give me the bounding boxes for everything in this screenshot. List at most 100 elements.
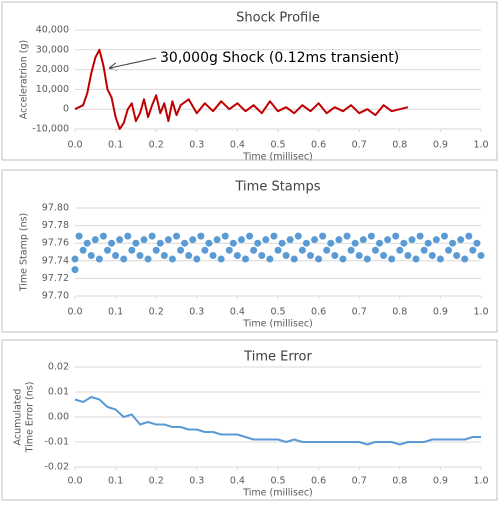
data-point — [396, 246, 404, 254]
data-point — [225, 246, 233, 254]
data-point — [213, 236, 221, 244]
data-point — [436, 255, 444, 263]
x-axis-label: Time (millisec) — [242, 319, 313, 330]
x-tick-label: 0.1 — [108, 140, 123, 151]
data-point — [339, 255, 347, 263]
data-point — [144, 255, 152, 263]
data-point — [221, 232, 229, 240]
data-point — [173, 232, 180, 240]
data-point — [473, 239, 481, 247]
x-tick-label: 1.0 — [473, 476, 488, 487]
x-tick-label: 0.0 — [67, 307, 82, 318]
data-point — [384, 236, 392, 244]
data-point — [160, 252, 168, 260]
data-point — [83, 239, 91, 247]
y-tick-label: 97.70 — [42, 291, 69, 302]
x-tick-label: 0.3 — [189, 476, 204, 487]
data-point — [205, 239, 213, 247]
data-point — [112, 252, 120, 260]
data-point — [254, 239, 262, 247]
arrow — [110, 57, 157, 68]
x-tick-label: 0.2 — [149, 307, 164, 318]
data-point — [412, 255, 420, 263]
x-tick-label: 1.0 — [473, 307, 488, 318]
x-tick-label: 0.2 — [149, 140, 164, 151]
data-point — [250, 246, 258, 254]
data-point — [355, 252, 363, 260]
data-point — [392, 232, 400, 240]
data-point — [315, 255, 323, 263]
data-point — [87, 252, 95, 260]
data-point — [152, 246, 160, 254]
x-tick-label: 0.2 — [149, 476, 164, 487]
y-tick-label: -0.01 — [44, 437, 69, 448]
data-point — [294, 232, 302, 240]
data-point — [331, 252, 339, 260]
data-point — [140, 236, 148, 244]
x-tick-label: 0.6 — [311, 140, 326, 151]
data-point — [108, 239, 116, 247]
y-axis-label: Time Stamp (ns) — [19, 213, 30, 293]
x-tick-label: 0.1 — [108, 307, 123, 318]
x-tick-label: 0.4 — [230, 476, 245, 487]
data-point — [262, 236, 270, 244]
chart-title: Shock Profile — [236, 11, 320, 26]
data-point — [128, 246, 136, 254]
x-tick-label: 1.0 — [473, 140, 488, 151]
data-point — [148, 232, 156, 240]
x-tick-label: 0.5 — [270, 140, 285, 151]
data-point — [164, 236, 172, 244]
data-point — [181, 239, 189, 247]
data-point — [282, 252, 290, 260]
data-point — [201, 246, 209, 254]
y-tick-label: 40,000 — [36, 25, 69, 36]
panel — [1, 339, 498, 501]
data-point — [266, 255, 274, 263]
x-tick-label: 0.7 — [352, 140, 367, 151]
data-point — [432, 236, 440, 244]
data-point — [416, 232, 424, 240]
data-point — [229, 239, 237, 247]
data-point — [311, 236, 319, 244]
x-tick-label: 0.8 — [392, 307, 407, 318]
x-axis-label: Time (millisec) — [242, 488, 313, 499]
data-point — [278, 239, 286, 247]
data-point — [367, 232, 375, 240]
data-point — [445, 246, 453, 254]
x-tick-label: 0.8 — [392, 476, 407, 487]
data-point — [376, 239, 383, 247]
x-tick-label: 0.0 — [67, 140, 82, 151]
data-point — [449, 239, 457, 247]
data-point — [286, 236, 294, 244]
panel — [1, 1, 498, 161]
data-point — [469, 246, 477, 254]
data-point — [461, 255, 469, 263]
data-point — [185, 252, 193, 260]
data-point — [306, 252, 314, 260]
x-tick-label: 0.6 — [311, 476, 326, 487]
panel — [1, 169, 498, 333]
data-point — [189, 236, 197, 244]
data-point — [274, 246, 282, 254]
data-point — [400, 239, 408, 247]
data-point — [359, 236, 367, 244]
x-tick-label: 0.3 — [189, 140, 204, 151]
data-line — [74, 396, 481, 446]
data-point — [246, 232, 254, 240]
data-point — [270, 232, 278, 240]
data-point — [258, 252, 266, 260]
x-tick-label: 0.4 — [230, 140, 245, 151]
x-tick-label: 0.7 — [352, 307, 367, 318]
data-point — [363, 255, 371, 263]
x-tick-label: 0.3 — [189, 307, 204, 318]
data-point — [327, 239, 335, 247]
data-point — [465, 232, 473, 240]
data-point — [323, 246, 331, 254]
y-tick-label: 20,000 — [36, 64, 69, 75]
x-tick-label: 0.4 — [230, 307, 245, 318]
y-tick-label: 0.00 — [48, 412, 69, 423]
x-tick-label: 0.8 — [392, 140, 407, 151]
data-point — [242, 255, 250, 263]
y-tick-label: 10,000 — [36, 84, 69, 95]
